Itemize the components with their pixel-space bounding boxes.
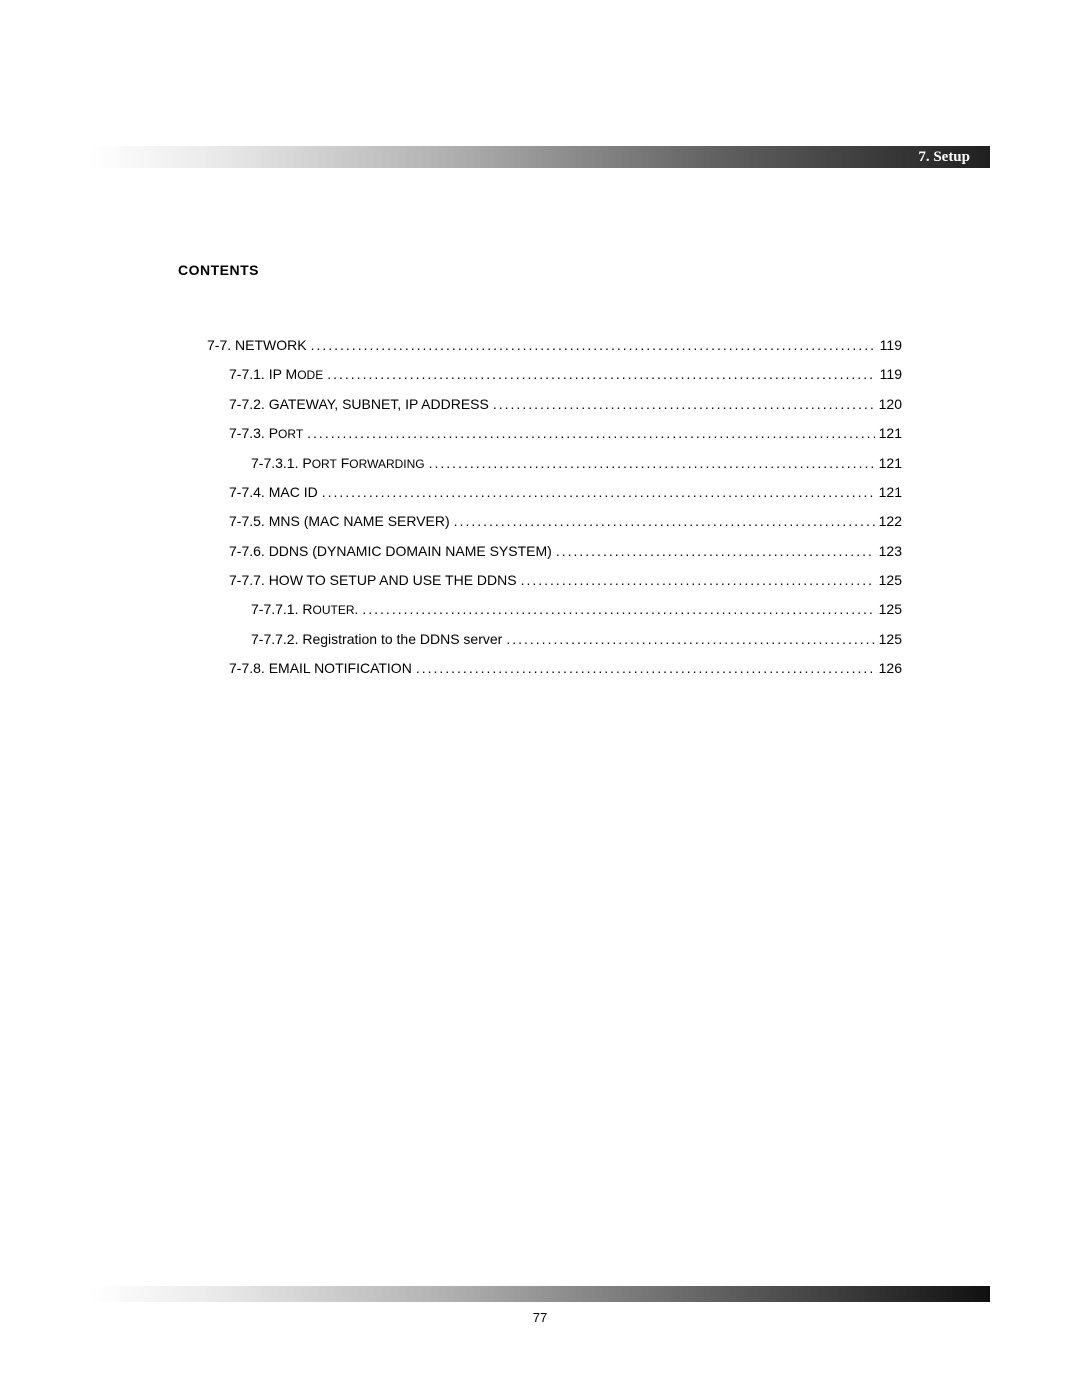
toc-label: 7-7.3. PORT bbox=[229, 424, 303, 443]
toc-page-number: 125 bbox=[879, 600, 902, 618]
toc-label: 7-7.3.1. PORT FORWARDING bbox=[251, 454, 425, 473]
footer-gradient-bar bbox=[90, 1286, 990, 1302]
toc-label: 7-7.7.2. Registration to the DDNS server bbox=[251, 630, 502, 648]
toc-leader-dots bbox=[362, 600, 874, 618]
toc-leader-dots bbox=[506, 630, 874, 648]
toc-entry: 7-7. NETWORK 119 bbox=[207, 336, 902, 354]
toc-leader-dots bbox=[311, 336, 876, 354]
table-of-contents: 7-7. NETWORK 119 7-7.1. IP MODE 119 7-7.… bbox=[207, 336, 902, 688]
toc-leader-dots bbox=[454, 512, 875, 530]
toc-leader-dots bbox=[521, 571, 875, 589]
toc-label: 7-7.1. IP MODE bbox=[229, 365, 323, 384]
toc-entry: 7-7.3. PORT 121 bbox=[229, 424, 902, 443]
toc-page-number: 119 bbox=[880, 365, 902, 383]
toc-entry: 7-7.7.1. ROUTER. 125 bbox=[251, 600, 902, 619]
page-container: 7. Setup CONTENTS 7-7. NETWORK 119 7-7.1… bbox=[0, 0, 1080, 1397]
toc-leader-dots bbox=[429, 454, 875, 472]
toc-label: 7-7.5. MNS (MAC NAME SERVER) bbox=[229, 512, 450, 530]
toc-label: 7-7. NETWORK bbox=[207, 336, 307, 354]
toc-leader-dots bbox=[307, 424, 874, 442]
toc-page-number: 123 bbox=[879, 542, 902, 560]
toc-page-number: 119 bbox=[880, 336, 902, 354]
toc-page-number: 122 bbox=[879, 512, 902, 530]
toc-page-number: 125 bbox=[879, 571, 902, 589]
toc-label: 7-7.6. DDNS (DYNAMIC DOMAIN NAME SYSTEM) bbox=[229, 542, 552, 560]
toc-entry: 7-7.5. MNS (MAC NAME SERVER) 122 bbox=[229, 512, 902, 530]
toc-label: 7-7.4. MAC ID bbox=[229, 483, 318, 501]
toc-page-number: 125 bbox=[879, 630, 902, 648]
toc-entry: 7-7.4. MAC ID 121 bbox=[229, 483, 902, 501]
toc-page-number: 120 bbox=[879, 395, 902, 413]
toc-entry: 7-7.1. IP MODE 119 bbox=[229, 365, 902, 384]
header-title: 7. Setup bbox=[918, 149, 970, 166]
toc-entry: 7-7.3.1. PORT FORWARDING 121 bbox=[251, 454, 902, 473]
toc-entry: 7-7.7. HOW TO SETUP AND USE THE DDNS 125 bbox=[229, 571, 902, 589]
contents-heading: CONTENTS bbox=[178, 262, 259, 278]
toc-page-number: 121 bbox=[879, 454, 902, 472]
toc-leader-dots bbox=[327, 365, 875, 383]
toc-entry: 7-7.8. EMAIL NOTIFICATION 126 bbox=[229, 659, 902, 677]
toc-page-number: 121 bbox=[879, 483, 902, 501]
toc-entry: 7-7.2. GATEWAY, SUBNET, IP ADDRESS 120 bbox=[229, 395, 902, 413]
toc-leader-dots bbox=[416, 659, 875, 677]
toc-label: 7-7.8. EMAIL NOTIFICATION bbox=[229, 659, 412, 677]
header-gradient-bar: 7. Setup bbox=[90, 146, 990, 168]
toc-label: 7-7.7. HOW TO SETUP AND USE THE DDNS bbox=[229, 571, 517, 589]
toc-entry: 7-7.7.2. Registration to the DDNS server… bbox=[251, 630, 902, 648]
toc-page-number: 121 bbox=[879, 424, 902, 442]
toc-label: 7-7.7.1. ROUTER. bbox=[251, 600, 358, 619]
toc-label: 7-7.2. GATEWAY, SUBNET, IP ADDRESS bbox=[229, 395, 489, 413]
toc-leader-dots bbox=[556, 542, 875, 560]
toc-page-number: 126 bbox=[879, 659, 902, 677]
toc-leader-dots bbox=[322, 483, 875, 501]
toc-leader-dots bbox=[493, 395, 875, 413]
toc-entry: 7-7.6. DDNS (DYNAMIC DOMAIN NAME SYSTEM)… bbox=[229, 542, 902, 560]
page-number: 77 bbox=[0, 1310, 1080, 1325]
